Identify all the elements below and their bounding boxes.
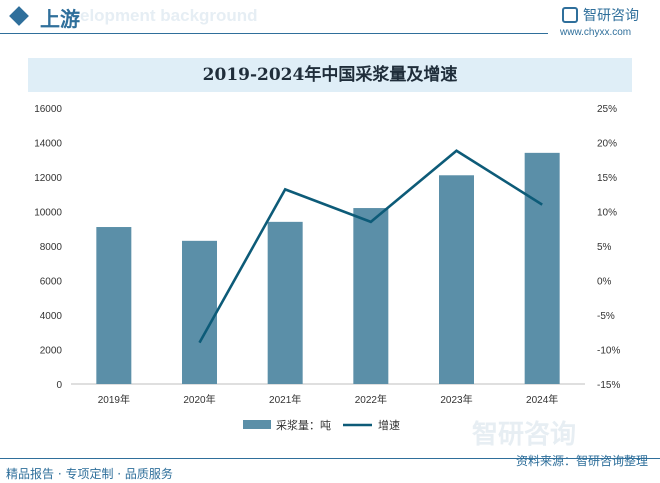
left-axis-tick-label: 2000	[40, 346, 63, 357]
left-axis-tick-label: 12000	[34, 173, 62, 184]
legend-label-bar: 采浆量：吨	[276, 418, 331, 432]
legend-swatch-bar	[243, 420, 271, 429]
right-axis-tick-label: 20%	[597, 139, 617, 150]
right-axis-tick-label: 5%	[597, 242, 612, 253]
bar	[353, 208, 389, 384]
header-watermark-text: elopment background	[80, 6, 258, 25]
brand-name: 智研咨询	[583, 8, 639, 24]
left-axis-tick-label: 4000	[40, 311, 63, 322]
right-axis-tick-label: 25%	[597, 104, 617, 115]
bar	[267, 221, 303, 384]
right-axis-tick-label: 15%	[597, 173, 617, 184]
right-axis-tick-label: -10%	[597, 346, 620, 357]
x-axis-tick-label: 2019年	[98, 393, 130, 406]
left-axis-tick-label: 6000	[40, 277, 63, 288]
left-axis-tick-label: 14000	[34, 139, 62, 150]
left-axis-tick-label: 10000	[34, 208, 62, 219]
x-axis-tick-label: 2021年	[269, 393, 301, 406]
x-axis-tick-label: 2023年	[440, 393, 472, 406]
section-title: 上游	[40, 7, 80, 31]
bar	[524, 152, 560, 384]
x-axis-tick-label: 2022年	[355, 393, 387, 406]
right-axis-tick-label: 0%	[597, 277, 612, 288]
footer-divider	[0, 458, 660, 459]
right-axis-tick-label: -15%	[597, 380, 620, 391]
bar	[439, 175, 474, 384]
left-axis-tick-label: 0	[56, 380, 62, 391]
left-axis-tick-label: 16000	[34, 104, 62, 115]
footer-tagline: 精品报告 · 专项定制 · 品质服务	[6, 467, 173, 481]
chart-title: 2019-2024年中国采浆量及增速	[202, 65, 458, 85]
brand-url[interactable]: www.chyxx.com	[560, 27, 632, 38]
data-source: 资料来源：智研咨询整理	[515, 454, 648, 468]
x-axis-tick-label: 2020年	[183, 393, 215, 406]
footer-watermark-text: 智研咨询	[472, 420, 577, 450]
left-axis-tick-label: 8000	[40, 242, 63, 253]
header-divider	[0, 33, 548, 34]
chart-title-band	[28, 58, 632, 92]
x-axis-tick-label: 2024年	[526, 393, 558, 406]
right-axis-tick-label: 10%	[597, 208, 617, 219]
bar	[182, 240, 217, 384]
right-axis-tick-label: -5%	[597, 311, 615, 322]
bar	[96, 227, 132, 384]
brand-logo-icon	[562, 7, 578, 23]
legend-label-line: 增速	[378, 418, 400, 432]
